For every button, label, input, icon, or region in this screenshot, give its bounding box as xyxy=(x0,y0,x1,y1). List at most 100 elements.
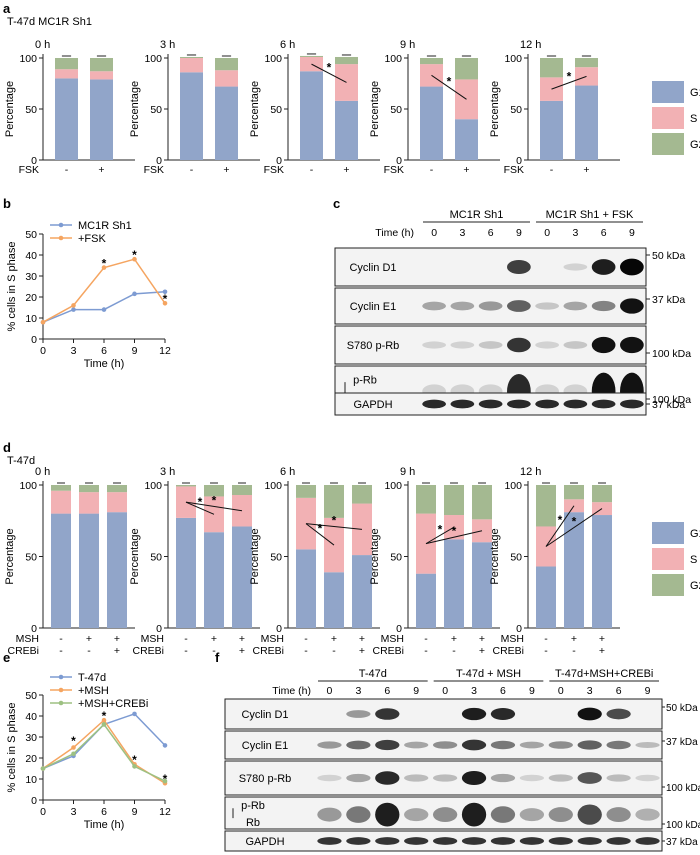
bar-segment-g2 xyxy=(564,485,584,500)
data-point xyxy=(132,256,137,262)
blot-time-label: 0 xyxy=(327,685,333,697)
blot-band xyxy=(375,708,400,720)
blot-band xyxy=(507,337,531,353)
bar-segment-g1 xyxy=(352,555,372,628)
x-tick-label: 0 xyxy=(40,806,46,818)
y-tick-label: 0 xyxy=(516,623,522,635)
y-tick-label: 50 xyxy=(270,552,282,564)
blot-time-title: Time (h) xyxy=(272,685,311,697)
significance-star: * xyxy=(447,74,452,88)
y-axis-label: Percentage xyxy=(369,528,381,584)
bar-segment-g1 xyxy=(472,542,492,628)
blot-band xyxy=(450,301,475,311)
blot-band xyxy=(375,837,400,845)
kda-label: 37 kDa xyxy=(652,294,685,306)
blot-band xyxy=(535,302,559,310)
blot-time-label: 9 xyxy=(529,685,535,697)
treatment-sign: + xyxy=(114,645,120,657)
y-tick-label: 50 xyxy=(390,104,402,116)
treatment-sign: + xyxy=(239,645,245,657)
treatment-sign: + xyxy=(359,633,365,645)
bar-segment-g2 xyxy=(592,485,612,503)
significance-star: * xyxy=(567,70,572,84)
treatment-sign: + xyxy=(359,645,365,657)
blot-band xyxy=(507,399,531,409)
blot-band xyxy=(432,774,458,782)
subplot-time-label: 3 h xyxy=(160,39,175,51)
bar-segment-g2 xyxy=(455,58,478,80)
blot-band xyxy=(346,740,371,750)
blot-band xyxy=(478,399,503,409)
blot-band xyxy=(422,301,446,311)
bar-segment-g2 xyxy=(215,58,238,71)
blot-band xyxy=(317,741,342,749)
blot-time-label: 3 xyxy=(587,685,593,697)
bar-segment-s xyxy=(90,71,113,80)
x-tick-label: 6 xyxy=(101,345,107,357)
y-tick-label: 0 xyxy=(31,795,37,807)
bar-segment-s xyxy=(180,58,203,73)
x-tick-label: 9 xyxy=(132,345,138,357)
panel-e-line-chart: 0 10 20 30 40 50 0 3 6 9 12 Time (h) % cells in S ph… xyxy=(6,672,171,831)
blot-group-label: T-47d + MSH xyxy=(456,668,521,680)
legend-label: MC1R Sh1 xyxy=(78,220,132,232)
treatment-sign: - xyxy=(190,164,194,176)
y-tick-label: 10 xyxy=(25,313,37,325)
treatment-sign: - xyxy=(550,164,554,176)
legend-label: +FSK xyxy=(78,233,106,245)
treatment-sign: + xyxy=(599,633,605,645)
blot-band xyxy=(461,837,487,845)
legend-marker xyxy=(58,674,64,680)
bar-segment-g2 xyxy=(296,485,316,498)
bar-segment-g1 xyxy=(232,526,252,628)
significance-star: * xyxy=(452,524,457,538)
legend-label-s: S xyxy=(690,554,697,566)
y-axis-label: % cells in S phase xyxy=(6,242,18,332)
blot-band xyxy=(620,399,644,409)
bar-segment-g2 xyxy=(420,58,443,65)
bar-segment-g1 xyxy=(540,100,563,160)
treatment-sign: + xyxy=(98,164,104,176)
y-axis-label: Percentage xyxy=(489,81,501,137)
treatment-sign: - xyxy=(59,645,63,657)
treatment-label: CREBi xyxy=(7,645,39,657)
y-axis-label: Percentage xyxy=(249,81,261,137)
bar-segment-g1 xyxy=(107,512,127,628)
blot-band xyxy=(606,837,631,845)
bar-subplot: 6 h 0 50 100 Percentage * FSK - + xyxy=(249,39,380,176)
y-tick-label: 100 xyxy=(504,53,522,65)
blot-row-label: S780 p-Rb xyxy=(347,340,400,352)
bar-segment-g1 xyxy=(575,85,598,160)
y-tick-label: 50 xyxy=(510,104,522,116)
blot-time-label: 6 xyxy=(500,685,506,697)
bar-segment-g1 xyxy=(564,512,584,628)
blot-time-label: 6 xyxy=(616,685,622,697)
blot-band xyxy=(577,772,602,784)
blot-band xyxy=(404,741,429,749)
blot-band xyxy=(606,807,631,823)
blot-band xyxy=(461,739,487,751)
legend-label-g1: G1 xyxy=(690,87,700,99)
blot-band xyxy=(591,300,616,312)
bar-segment-g1 xyxy=(51,513,71,628)
blot-band xyxy=(563,301,588,311)
blot-band xyxy=(519,774,545,782)
treatment-sign: - xyxy=(544,633,548,645)
blot-band xyxy=(404,808,429,822)
legend-label: +MSH xyxy=(78,685,109,697)
panel-label-f: f xyxy=(215,650,220,665)
bar-segment-g2 xyxy=(444,485,464,516)
bar-segment-g1 xyxy=(416,573,436,628)
bar-segment-g2 xyxy=(232,485,252,496)
data-point xyxy=(162,778,168,784)
blot-time-label: 6 xyxy=(601,227,607,239)
bar-segment-g2 xyxy=(472,485,492,520)
bar-subplot: 0 h 0 50 100 Percentage FSK - + xyxy=(4,39,135,176)
legend-swatch-s xyxy=(652,107,684,129)
y-tick-label: 0 xyxy=(156,155,162,167)
treatment-label: CREBi xyxy=(252,645,284,657)
y-tick-label: 0 xyxy=(396,155,402,167)
blot-time-title: Time (h) xyxy=(375,227,414,239)
bar-segment-s xyxy=(79,492,99,514)
